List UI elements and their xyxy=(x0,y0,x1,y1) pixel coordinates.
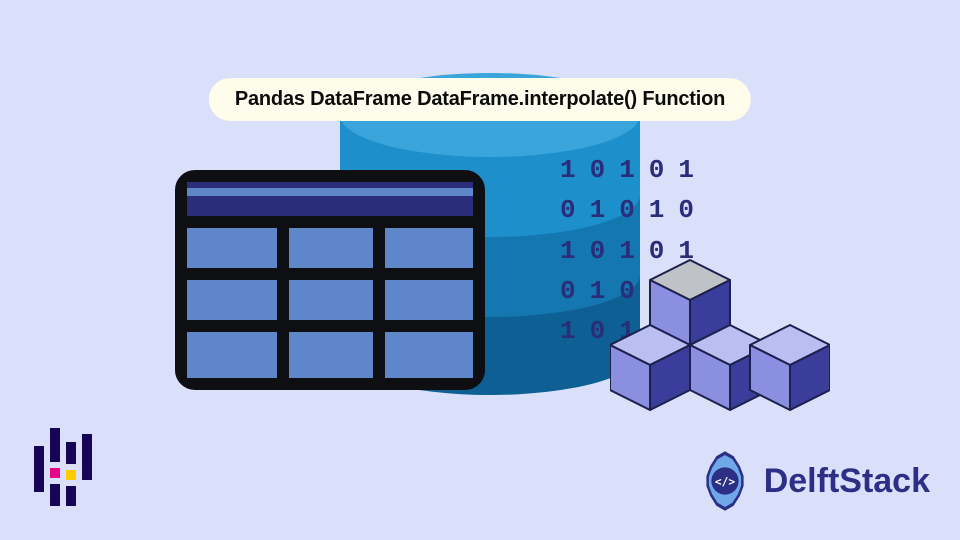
svg-text:</>: </> xyxy=(715,475,735,488)
delftstack-badge-icon: </> xyxy=(694,450,756,512)
page-title: Pandas DataFrame DataFrame.interpolate()… xyxy=(209,78,751,121)
delftstack-brand: </> DelftStack xyxy=(694,450,930,512)
brand-text: DelftStack xyxy=(764,462,930,501)
pandas-logo-icon xyxy=(28,422,98,512)
cubes-graphic xyxy=(610,250,830,420)
dataframe-table-icon xyxy=(175,170,485,390)
